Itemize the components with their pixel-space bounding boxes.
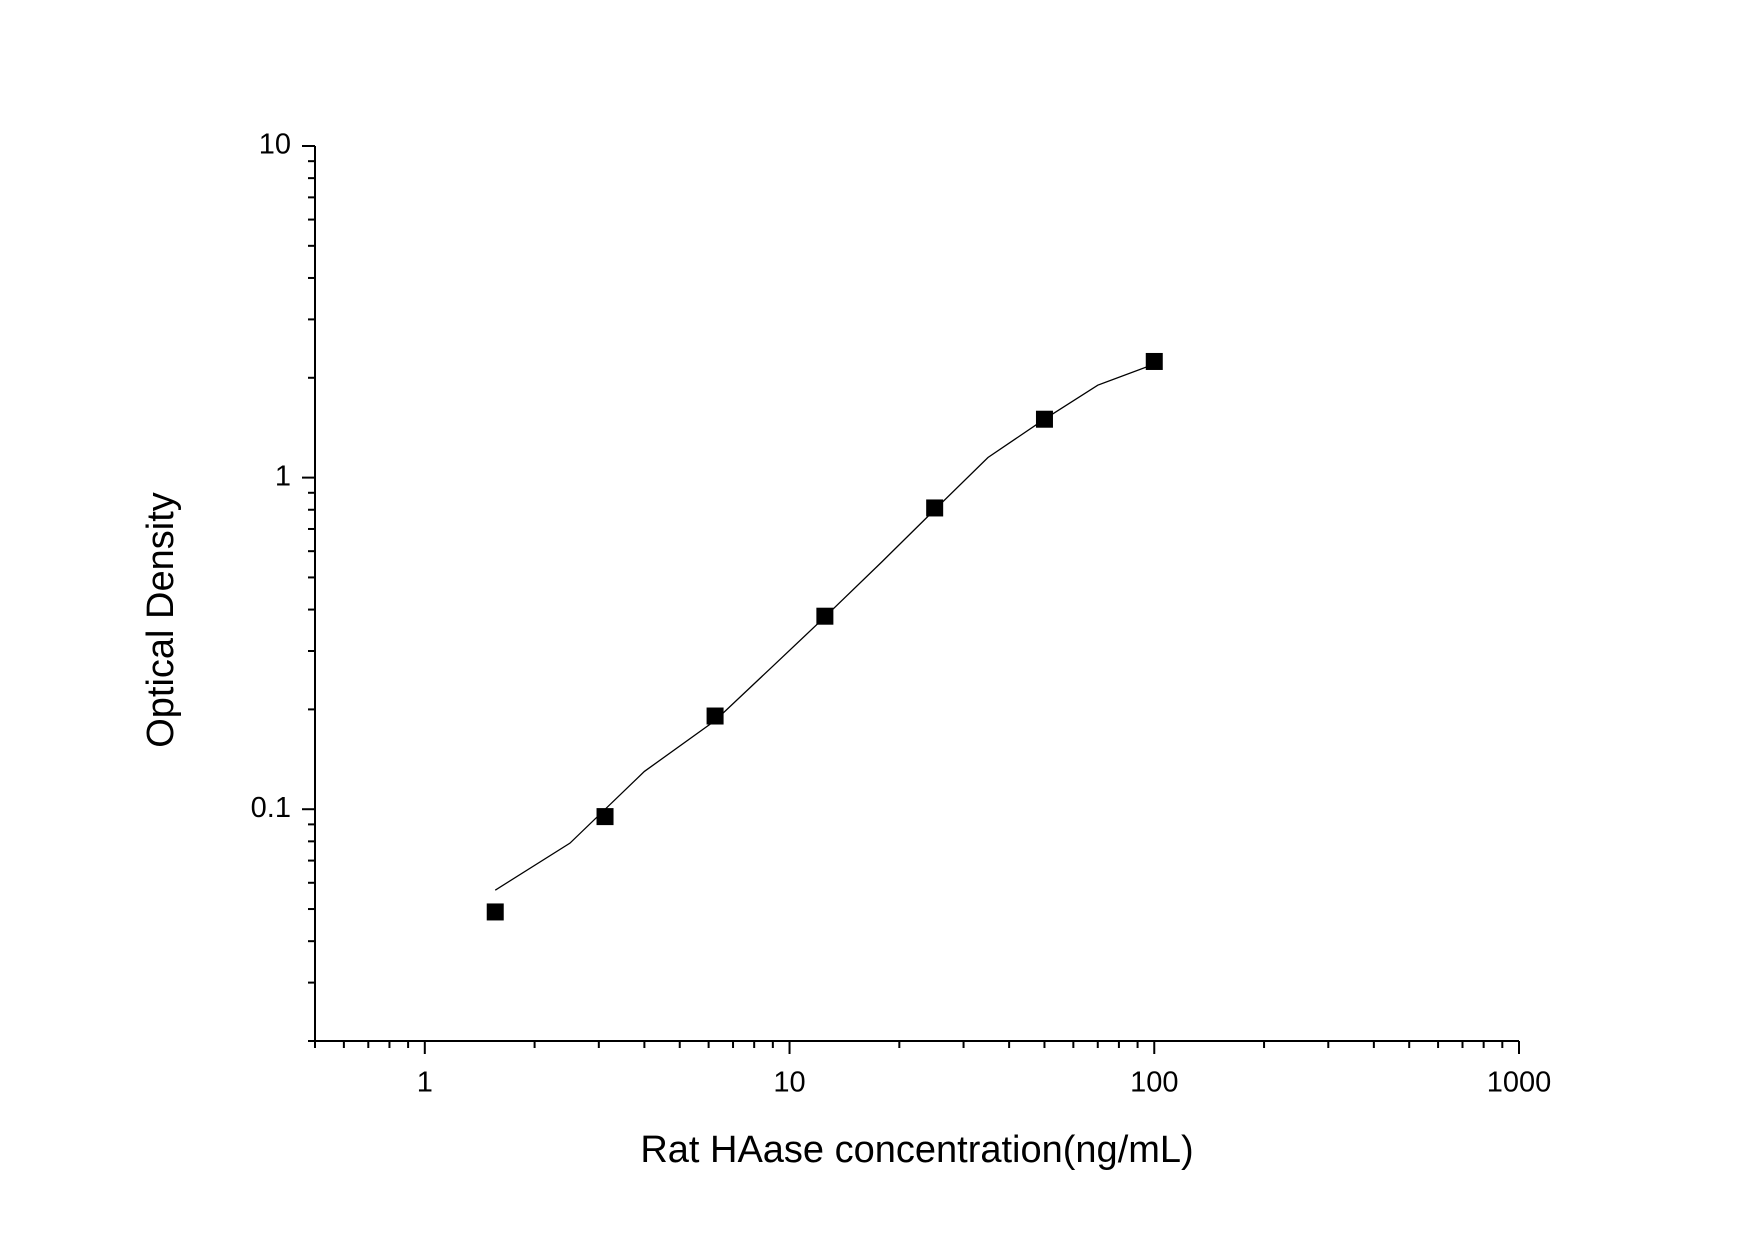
y-axis-label: Optical Density xyxy=(140,492,182,748)
y-tick-label: 1 xyxy=(275,460,291,492)
x-axis-label: Rat HAase concentration(ng/mL) xyxy=(640,1129,1193,1171)
marker xyxy=(486,903,504,921)
fit-curve xyxy=(494,363,1155,891)
x-tick-label: 100 xyxy=(1130,1067,1178,1099)
y-tick-label: 0.1 xyxy=(251,792,291,824)
y-tick-label: 10 xyxy=(259,129,291,161)
marker xyxy=(706,707,724,725)
marker xyxy=(596,808,614,826)
marker xyxy=(926,499,944,517)
marker xyxy=(1145,352,1163,370)
x-tick-label: 10 xyxy=(773,1067,805,1099)
x-tick-label: 1 xyxy=(417,1067,433,1099)
x-tick-label: 1000 xyxy=(1487,1067,1552,1099)
